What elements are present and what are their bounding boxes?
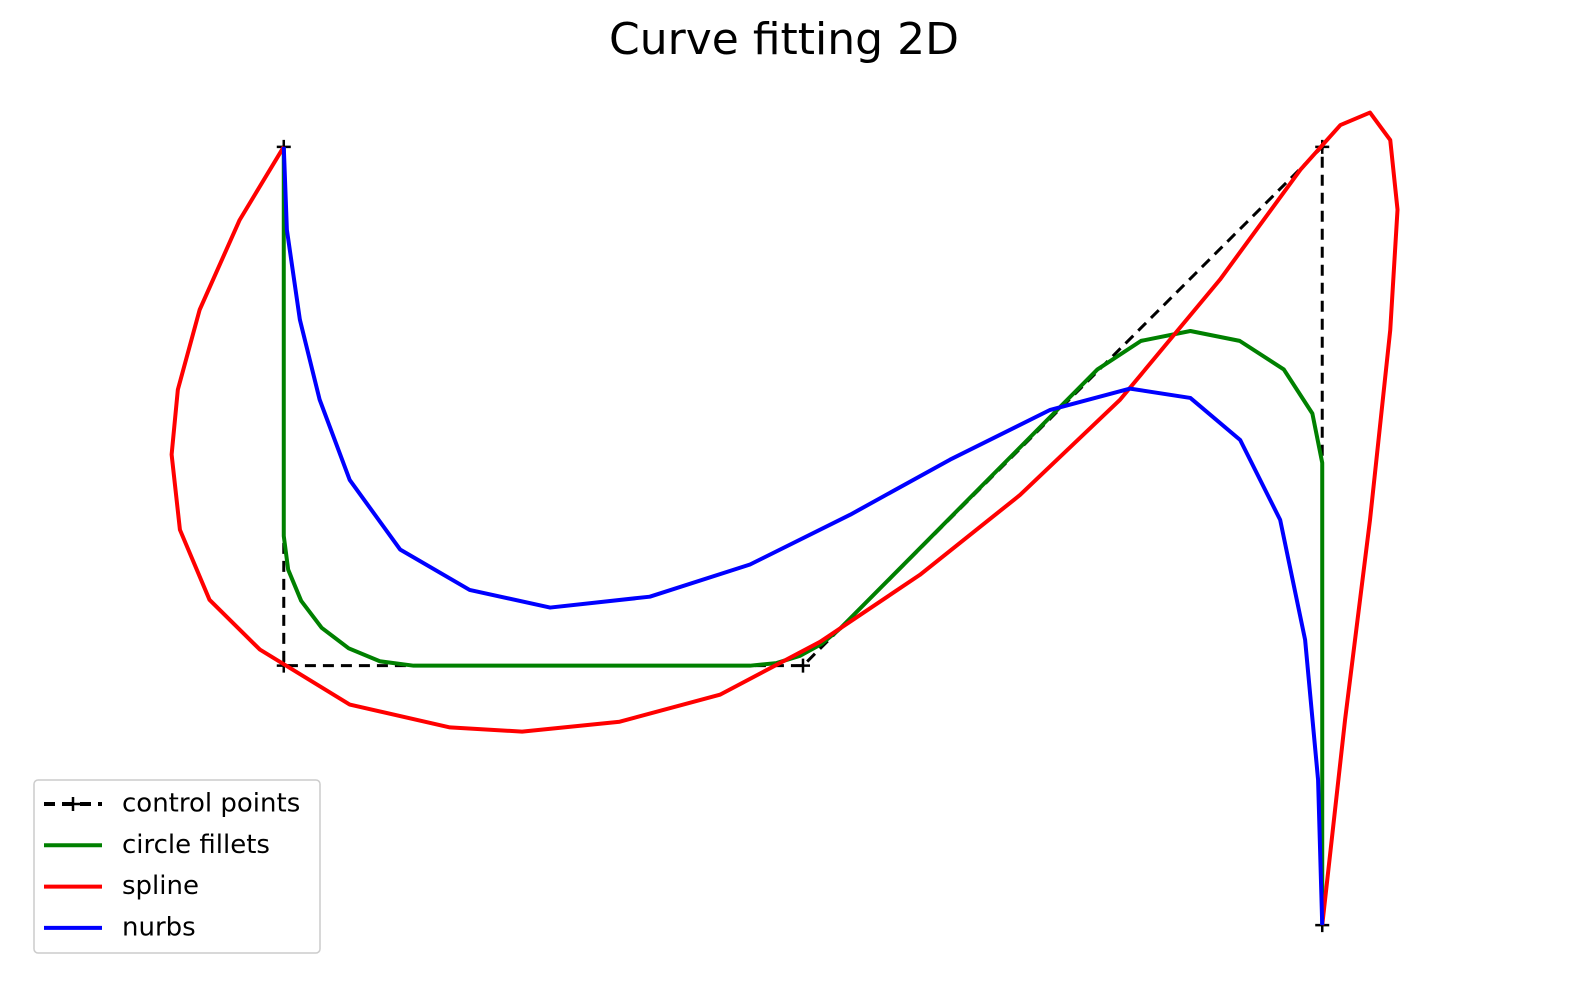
- legend-label: circle fillets: [122, 830, 270, 860]
- series-line: [281, 146, 1325, 926]
- plot-area: [169, 110, 1400, 933]
- legend-label: spline: [122, 871, 199, 901]
- legend-box: [33, 779, 321, 954]
- series-line: [169, 110, 1400, 926]
- legend-label: nurbs: [122, 912, 196, 942]
- control-point-marker: [796, 658, 810, 673]
- legend-marker: [66, 797, 80, 811]
- chart-title: Curve fitting 2D: [609, 14, 959, 65]
- legend: control points circle fillets spline nurbs: [44, 789, 300, 942]
- series-line: [281, 146, 1325, 926]
- legend-label: control points: [122, 789, 300, 819]
